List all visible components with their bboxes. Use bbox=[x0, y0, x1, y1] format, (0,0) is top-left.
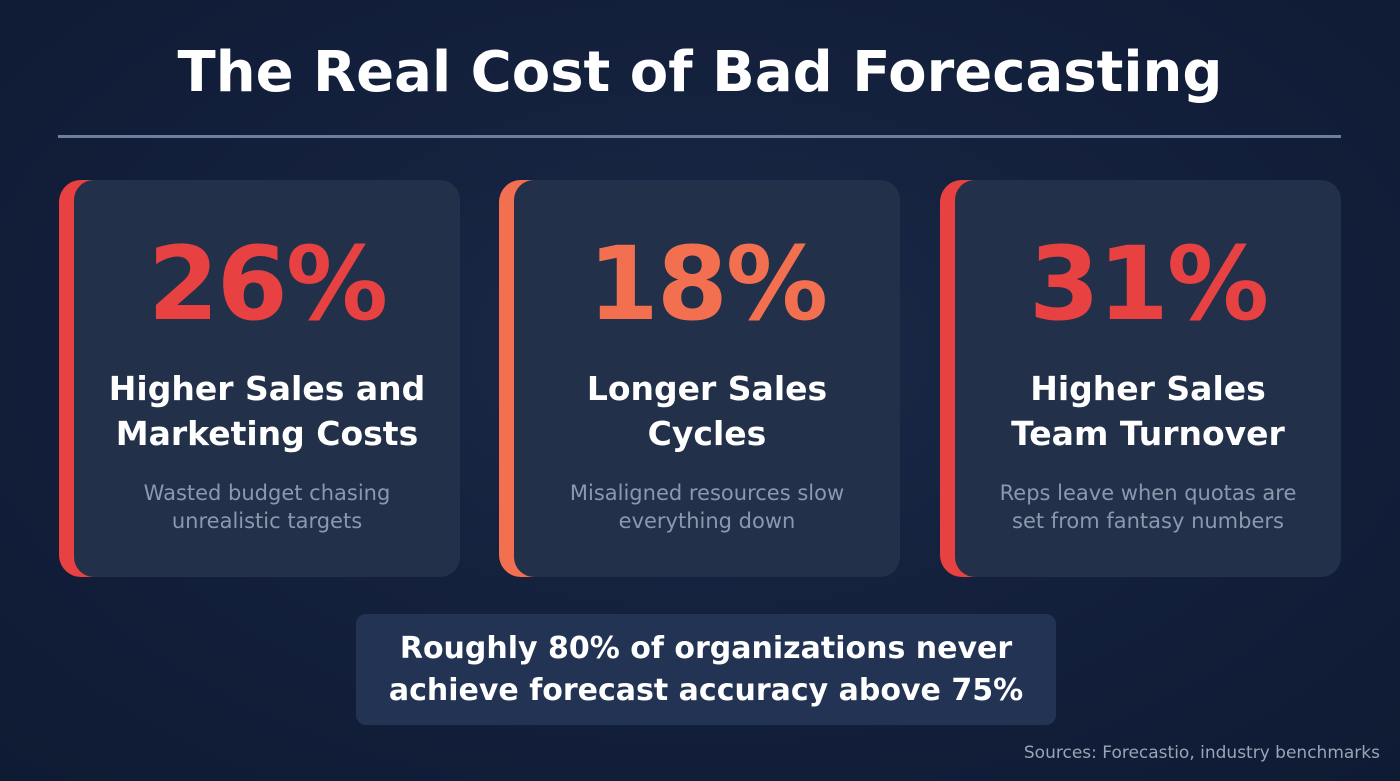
stat-value: 18% bbox=[587, 225, 828, 344]
stat-description: Reps leave when quotas are set from fant… bbox=[955, 479, 1341, 535]
desc-line: Misaligned resources slow bbox=[569, 481, 845, 505]
stat-card-sales-marketing-costs: 26% Higher Sales and Marketing Costs Was… bbox=[59, 180, 460, 577]
callout-line: achieve forecast accuracy above 75% bbox=[388, 673, 1024, 708]
desc-line: Reps leave when quotas are bbox=[999, 481, 1297, 505]
stat-heading: Longer Sales Cycles bbox=[514, 366, 900, 456]
desc-line: unrealistic targets bbox=[171, 509, 363, 533]
desc-line: everything down bbox=[618, 509, 796, 533]
heading-line: Higher Sales bbox=[1030, 369, 1266, 408]
desc-line: Wasted budget chasing bbox=[143, 481, 391, 505]
heading-line: Cycles bbox=[647, 414, 767, 453]
sources-note: Sources: Forecastio, industry benchmarks bbox=[1023, 743, 1380, 763]
card-body: 31% Higher Sales Team Turnover Reps leav… bbox=[955, 180, 1341, 577]
heading-line: Higher Sales and bbox=[108, 369, 426, 408]
stat-heading: Higher Sales and Marketing Costs bbox=[74, 366, 460, 456]
desc-line: set from fantasy numbers bbox=[1012, 509, 1284, 533]
callout-line: Roughly 80% of organizations never bbox=[399, 631, 1013, 666]
stat-card-sales-cycles: 18% Longer Sales Cycles Misaligned resou… bbox=[499, 180, 900, 577]
heading-line: Marketing Costs bbox=[115, 414, 419, 453]
card-body: 26% Higher Sales and Marketing Costs Was… bbox=[74, 180, 460, 577]
page-title: The Real Cost of Bad Forecasting bbox=[177, 40, 1223, 105]
title-divider bbox=[58, 135, 1341, 138]
stat-value: 31% bbox=[1028, 225, 1269, 344]
stat-description: Misaligned resources slow everything dow… bbox=[514, 479, 900, 535]
stat-description: Wasted budget chasing unrealistic target… bbox=[74, 479, 460, 535]
heading-line: Longer Sales bbox=[586, 369, 828, 408]
heading-line: Team Turnover bbox=[1011, 414, 1285, 453]
stat-heading: Higher Sales Team Turnover bbox=[955, 366, 1341, 456]
callout-box: Roughly 80% of organizations never achie… bbox=[356, 614, 1056, 725]
card-body: 18% Longer Sales Cycles Misaligned resou… bbox=[514, 180, 900, 577]
stat-card-team-turnover: 31% Higher Sales Team Turnover Reps leav… bbox=[940, 180, 1341, 577]
stat-value: 26% bbox=[147, 225, 388, 344]
